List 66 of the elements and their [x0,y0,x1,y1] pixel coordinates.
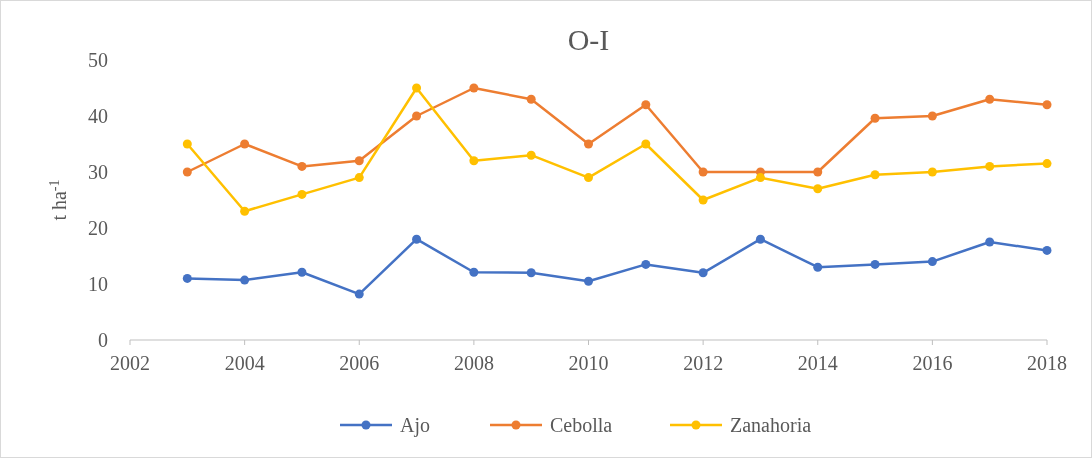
point [584,276,593,286]
point [870,259,880,269]
point [354,173,364,183]
x-tick-label: 2004 [224,352,265,374]
x-tick-label: 2002 [110,352,150,374]
y-tick-label: 10 [88,273,108,295]
point [412,234,422,244]
y-tick-label: 20 [88,217,108,239]
point [813,184,823,194]
x-tick-label: 2018 [1027,352,1067,374]
point [755,173,765,183]
point [870,113,880,123]
point [641,100,651,110]
point [698,167,708,177]
legend-label: Zanahoria [730,414,812,436]
x-tick-label: 2014 [797,352,838,374]
point [985,237,995,247]
point [927,257,937,267]
point [584,173,593,183]
point [354,156,364,166]
point [755,234,765,244]
point [813,262,823,272]
point [182,139,192,149]
point [297,267,307,277]
point [526,94,536,104]
point [698,268,708,278]
point [985,161,995,171]
x-tick-label: 2016 [912,352,953,374]
y-tick-label: 30 [88,161,108,183]
point [698,195,708,205]
x-tick-label: 2006 [339,352,380,374]
point [469,267,479,277]
point [985,94,995,104]
point [297,189,307,199]
point [297,161,307,171]
point [240,275,250,285]
point [412,111,422,121]
x-tick-label: 2008 [453,352,494,374]
legend-label: Ajo [400,414,430,437]
chart-title: O-I [567,23,610,56]
point [1042,245,1052,255]
point [1042,100,1052,110]
point [813,167,823,177]
point [240,139,250,149]
point [412,83,422,93]
x-tick-label: 2010 [568,352,609,374]
point [927,167,937,177]
point [469,83,479,93]
point [584,139,593,149]
point [641,139,651,149]
legend-label: Cebolla [550,414,613,436]
y-tick-label: 50 [88,49,108,71]
point [182,273,192,283]
point [240,206,250,216]
point [927,111,937,121]
y-tick-label: 0 [98,329,108,351]
point [182,167,192,177]
point [354,289,364,299]
x-tick-label: 2012 [683,352,724,374]
point [526,150,536,160]
point [526,268,536,278]
point [1042,159,1052,169]
y-tick-label: 40 [88,105,108,127]
point [870,170,880,180]
point [469,156,479,166]
point [641,259,651,269]
